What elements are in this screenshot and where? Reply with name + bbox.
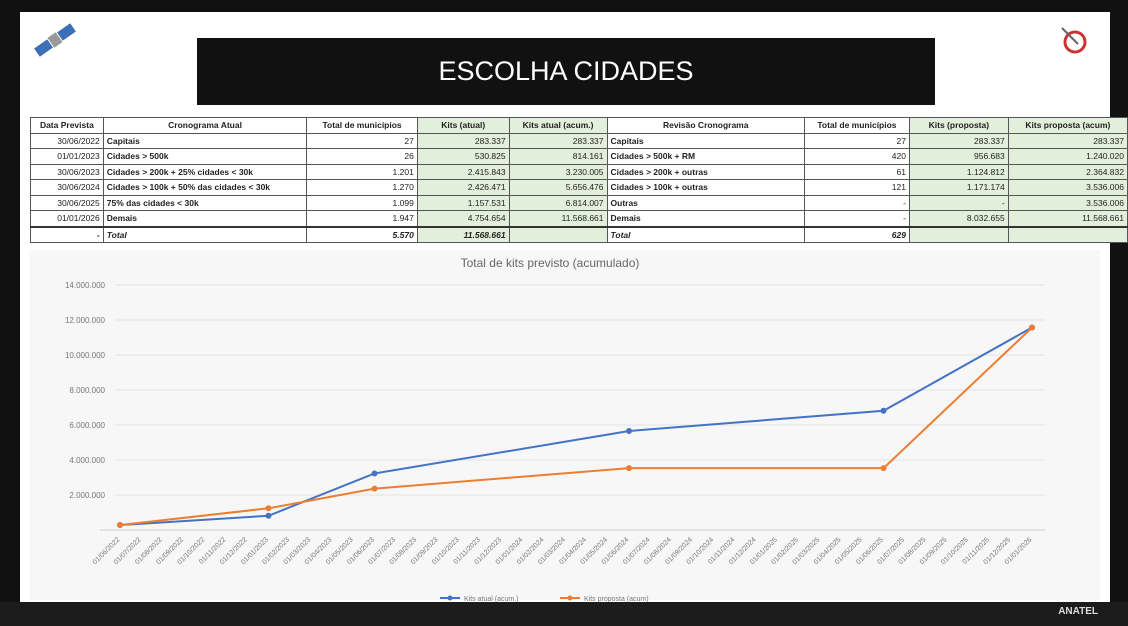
table-cell: 814.161 bbox=[508, 148, 608, 165]
table-cell: 629 bbox=[803, 225, 910, 243]
y-tick-label: 10.000.000 bbox=[65, 351, 106, 360]
point bbox=[1029, 324, 1035, 331]
point bbox=[117, 522, 123, 529]
table-cell: 1.240.020 bbox=[1007, 148, 1128, 165]
chart-title: Total de kits previsto (acumulado) bbox=[461, 256, 640, 270]
table-cell: 5.570 bbox=[306, 225, 418, 243]
data-table: Data Prevista Cronograma Atual Total de mu… bbox=[30, 117, 1128, 243]
table-row: 01/01/2026 Demais 1.947 4.754.654 11.568.661… bbox=[30, 210, 1128, 227]
control-bar bbox=[0, 602, 1128, 626]
table-row: 30/06/2022 Capitais 27 283.337 283.337 Capita… bbox=[30, 132, 1128, 149]
table-cell: 283.337 bbox=[416, 132, 510, 149]
table-cell: 8.032.655 bbox=[908, 210, 1009, 227]
table-row: Data Prevista Cronograma Atual Total de mu… bbox=[30, 117, 1128, 134]
table-cell: 1.124.812 bbox=[908, 163, 1009, 180]
y-tick-label: 12.000.000 bbox=[65, 316, 106, 325]
table-cell: - bbox=[908, 194, 1009, 211]
table-cell: 283.337 bbox=[1007, 132, 1128, 149]
table-cell: 11.568.661 bbox=[508, 210, 608, 227]
legend-marker bbox=[567, 595, 573, 601]
dish-icon bbox=[1061, 27, 1087, 54]
point bbox=[626, 428, 633, 435]
legend-marker bbox=[447, 595, 453, 601]
point bbox=[265, 512, 272, 519]
satellite-icon bbox=[34, 23, 76, 57]
table-cell bbox=[508, 225, 608, 243]
table-cell: 5.656.476 bbox=[508, 179, 608, 196]
table-row: - Total 5.570 11.568.661 Total 629 bbox=[30, 225, 1128, 243]
table-cell: 3.536.006 bbox=[1007, 194, 1128, 211]
y-tick-label: 2.000.000 bbox=[69, 491, 105, 500]
table-cell: Total bbox=[606, 225, 805, 243]
table-cell: 1.157.531 bbox=[416, 194, 510, 211]
table-row: 01/01/2023 Cidades > 500k 26 530.825 814.161… bbox=[30, 148, 1128, 165]
table-cell: - bbox=[30, 225, 104, 243]
table-row: 30/06/2025 75% das cidades < 30k 1.099 1.15… bbox=[30, 194, 1128, 211]
legend-label: Kits atual (acum.) bbox=[464, 596, 518, 603]
y-tick-label: 14.000.000 bbox=[65, 281, 106, 290]
table-cell: 283.337 bbox=[908, 132, 1009, 149]
table-cell: 11.568.661 bbox=[416, 225, 510, 243]
table-cell bbox=[1007, 225, 1128, 243]
point bbox=[371, 470, 378, 477]
point bbox=[626, 465, 633, 472]
point bbox=[265, 505, 272, 512]
point bbox=[880, 465, 887, 472]
table-cell: Kits proposta (acum) bbox=[1007, 117, 1128, 134]
legend-label: Kits proposta (acum) bbox=[584, 596, 649, 603]
table-cell: 2.426.471 bbox=[416, 179, 510, 196]
y-tick-label: 4.000.000 bbox=[69, 456, 105, 465]
table-cell: 956.683 bbox=[908, 148, 1009, 165]
table-row: 30/06/2024 Cidades > 100k + 50% das cidad… bbox=[30, 179, 1128, 196]
slide-title: ESCOLHA CIDADES bbox=[197, 38, 935, 105]
series-line bbox=[119, 326, 1033, 527]
table-cell: Total bbox=[102, 225, 308, 243]
point bbox=[880, 407, 887, 414]
table-cell: Kits atual (acum.) bbox=[508, 117, 608, 134]
series-line bbox=[119, 326, 1033, 527]
logo: ANATEL bbox=[1058, 606, 1098, 617]
y-tick-label: 8.000.000 bbox=[69, 386, 105, 395]
y-tick-label: 6.000.000 bbox=[69, 421, 105, 430]
point bbox=[371, 485, 378, 492]
table-cell: Kits (atual) bbox=[416, 117, 510, 134]
table-cell: 2.415.843 bbox=[416, 163, 510, 180]
table-cell: Kits (proposta) bbox=[908, 117, 1009, 134]
